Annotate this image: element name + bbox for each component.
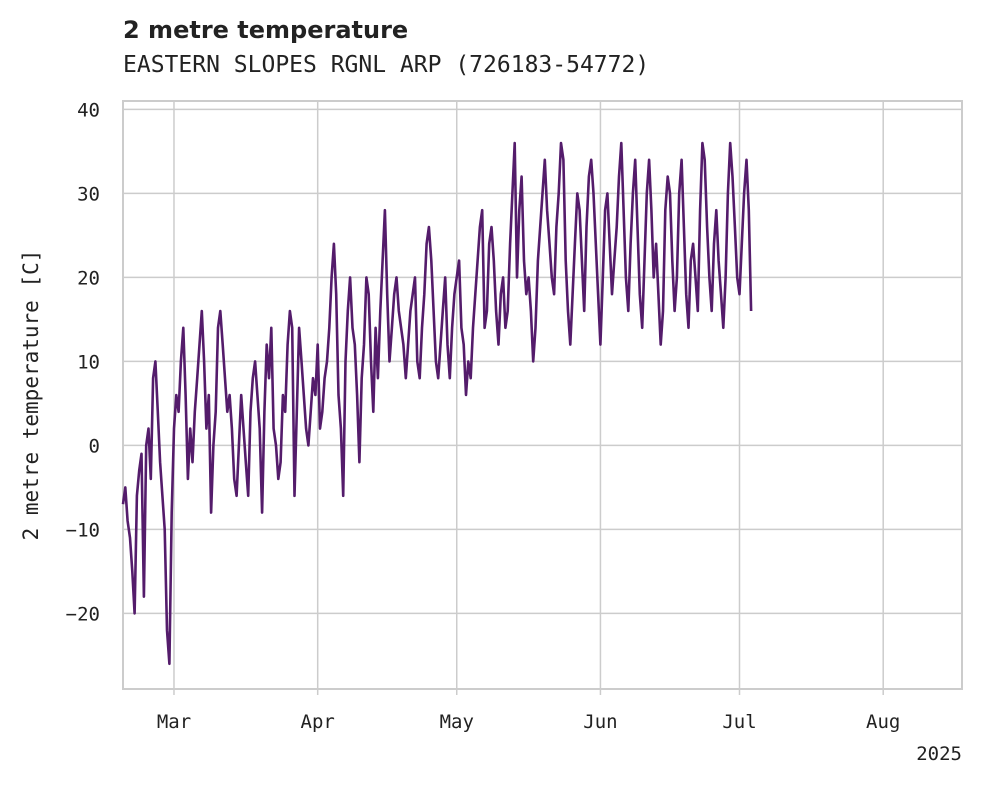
y-tick-label: −10 <box>66 519 100 541</box>
x-tick-label: Mar <box>157 711 191 733</box>
x-tick-label: Aug <box>866 711 900 733</box>
grid-lines <box>123 101 962 689</box>
x-axis-ticks: Mar Apr May Jun Jul Aug <box>157 689 900 733</box>
y-tick-label: 40 <box>77 99 100 121</box>
y-axis-ticks: −20 −10 0 10 20 30 40 <box>66 99 100 625</box>
x-tick-label: May <box>440 711 474 733</box>
x-tick-label: Jun <box>583 711 617 733</box>
y-tick-label: 10 <box>77 351 100 373</box>
temperature-series-line <box>121 141 753 666</box>
y-tick-label: 20 <box>77 267 100 289</box>
y-tick-label: −20 <box>66 603 100 625</box>
x-tick-label: Apr <box>301 711 335 733</box>
y-axis-label: 2 metre temperature [C] <box>19 250 43 541</box>
series-group <box>121 141 753 666</box>
x-axis-year-label: 2025 <box>916 743 962 765</box>
y-tick-label: 30 <box>77 183 100 205</box>
chart-subtitle: EASTERN SLOPES RGNL ARP (726183-54772) <box>123 52 650 78</box>
chart-title: 2 metre temperature <box>123 16 409 44</box>
x-tick-label: Jul <box>722 711 756 733</box>
plot-frame <box>122 100 963 690</box>
y-tick-label: 0 <box>89 435 100 457</box>
